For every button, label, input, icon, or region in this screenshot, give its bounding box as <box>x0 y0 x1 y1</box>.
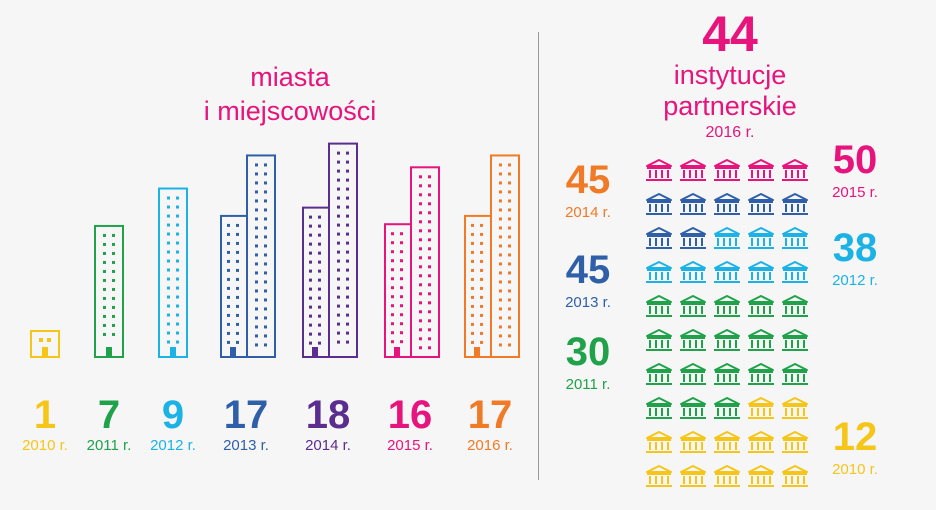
institutions-title-line2: partnerskie <box>663 91 797 121</box>
institution-icon <box>714 397 740 419</box>
institution-icon <box>714 295 740 317</box>
institution-value-label: 50 <box>832 138 878 182</box>
institution-value-label: 45 <box>565 158 611 202</box>
institution-icon <box>748 261 774 283</box>
institution-value-label: 45 <box>565 248 611 292</box>
institution-icon <box>714 431 740 453</box>
institution-icon <box>680 465 706 487</box>
institution-icon <box>782 295 808 317</box>
cities-title: miasta i miejscowości <box>150 60 430 128</box>
institution-icon <box>748 227 774 249</box>
building-bar <box>220 154 276 358</box>
institution-year-label: 2014 r. <box>565 204 611 221</box>
institution-icon <box>782 193 808 215</box>
building-bar <box>94 224 124 358</box>
institution-icon <box>782 227 808 249</box>
institution-icon <box>680 329 706 351</box>
building-bar <box>384 166 440 358</box>
institution-icon <box>714 193 740 215</box>
bar-year-label: 2010 r. <box>22 437 68 454</box>
bar-value-label: 18 <box>305 393 351 437</box>
institution-icon <box>782 159 808 181</box>
institution-icon <box>646 227 672 249</box>
institution-icon <box>646 295 672 317</box>
institution-icon <box>782 431 808 453</box>
institution-icon <box>646 363 672 385</box>
institution-icon <box>680 295 706 317</box>
bar-year-label: 2016 r. <box>467 437 513 454</box>
bar-value-label: 1 <box>33 393 57 437</box>
institution-icon <box>748 397 774 419</box>
bar-year-label: 2011 r. <box>86 437 132 454</box>
institution-icon <box>748 295 774 317</box>
bar-year-label: 2012 r. <box>150 437 196 454</box>
institution-icon <box>646 431 672 453</box>
institution-icon <box>714 329 740 351</box>
institution-icon <box>782 363 808 385</box>
bar-value-label: 9 <box>161 393 185 437</box>
bar-value-label: 16 <box>387 393 433 437</box>
institution-icon <box>748 363 774 385</box>
building-bar <box>158 187 188 358</box>
institution-icon <box>680 363 706 385</box>
institution-icon <box>748 431 774 453</box>
institution-icon <box>714 159 740 181</box>
institution-year-label: 2013 r. <box>565 294 611 311</box>
institution-icon <box>646 329 672 351</box>
institution-icon <box>680 261 706 283</box>
institution-icon <box>680 431 706 453</box>
institution-icon <box>646 159 672 181</box>
building-bar <box>302 142 358 358</box>
institution-year-label: 2012 r. <box>832 272 878 289</box>
institution-icon <box>646 261 672 283</box>
bar-year-label: 2013 r. <box>223 437 269 454</box>
institution-value-label: 12 <box>832 415 878 459</box>
institution-value-label: 30 <box>565 330 611 374</box>
bar-value-label: 17 <box>223 393 269 437</box>
institution-icon <box>714 363 740 385</box>
institutions-year: 2016 r. <box>705 124 755 141</box>
bar-value-label: 7 <box>97 393 121 437</box>
bar-year-label: 2015 r. <box>387 437 433 454</box>
institution-icon <box>748 465 774 487</box>
institution-icon <box>680 193 706 215</box>
institution-icon <box>782 397 808 419</box>
bar-year-label: 2014 r. <box>305 437 351 454</box>
divider <box>538 32 539 480</box>
institution-value-label: 38 <box>832 226 878 270</box>
institution-icon <box>748 159 774 181</box>
institution-icon <box>646 397 672 419</box>
institution-icon <box>748 329 774 351</box>
institution-icon <box>646 465 672 487</box>
bar-value-label: 17 <box>467 393 513 437</box>
institution-icon <box>748 193 774 215</box>
institution-year-label: 2010 r. <box>832 461 878 478</box>
institution-icon <box>680 227 706 249</box>
institution-icon <box>714 227 740 249</box>
institution-year-label: 2015 r. <box>832 184 878 201</box>
building-bar <box>30 330 60 358</box>
institutions-total: 44 <box>702 6 758 62</box>
cities-title-line2: i miejscowości <box>203 96 377 126</box>
institutions-title-line1: instytucje <box>673 60 787 90</box>
institution-icon <box>680 159 706 181</box>
building-bar <box>464 154 520 358</box>
institution-icon <box>714 261 740 283</box>
institution-icon <box>782 261 808 283</box>
institution-icon <box>714 465 740 487</box>
institution-icon <box>782 329 808 351</box>
institutions-title: instytucje partnerskie <box>620 60 840 122</box>
institution-icon <box>680 397 706 419</box>
institution-icon <box>646 193 672 215</box>
institution-icon <box>782 465 808 487</box>
cities-title-line1: miasta <box>250 62 330 92</box>
institution-year-label: 2011 r. <box>565 376 611 393</box>
